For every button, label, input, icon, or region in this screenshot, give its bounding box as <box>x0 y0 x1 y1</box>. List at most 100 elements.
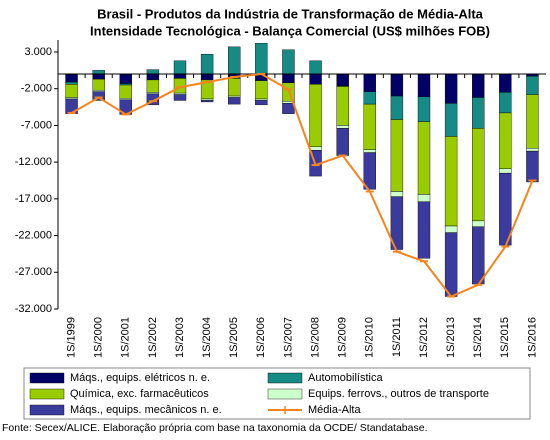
x-tick-label: 1S/2001 <box>120 317 132 358</box>
bar-segment <box>255 98 268 101</box>
legend-swatch <box>29 404 65 416</box>
bar-segment <box>444 73 458 104</box>
x-tick-label: 1S/2013 <box>445 317 457 358</box>
y-tick-label: -7.000 <box>21 119 52 131</box>
chart-title: Intensidade Tecnológica - Balança Comerc… <box>90 23 490 38</box>
bar-segment <box>92 70 105 75</box>
bar-segment <box>336 125 349 129</box>
x-tick-label: 1S/1999 <box>65 317 77 358</box>
bar-segment <box>146 73 160 81</box>
bar-segment <box>363 103 376 150</box>
bar-segment <box>526 94 539 149</box>
x-tick-label: 1S/2000 <box>93 317 105 358</box>
legend-label: Automobilística <box>308 372 383 384</box>
bar-segment <box>472 128 485 222</box>
bar-segment <box>255 42 268 75</box>
bar-segment <box>200 100 214 103</box>
bar-segment <box>65 81 78 85</box>
x-tick-label: 1S/2015 <box>499 317 511 358</box>
bar-segment <box>417 96 431 122</box>
bar-segment <box>336 128 349 156</box>
y-tick-label: -32.000 <box>15 303 52 315</box>
bar-segment <box>282 103 295 114</box>
bar-segment <box>200 54 214 75</box>
bar-segment <box>282 73 295 84</box>
bar-segment <box>472 220 485 227</box>
y-tick-label: -2.000 <box>21 83 52 95</box>
legend-label: Equips. ferrovs., outros de transporte <box>308 388 489 400</box>
bar-segment <box>173 73 187 79</box>
bar-segment <box>173 60 187 75</box>
bar-segment <box>472 97 485 129</box>
bar-segment <box>417 201 431 259</box>
bar-segment <box>119 98 132 100</box>
y-tick-label: -22.000 <box>15 229 52 241</box>
legend-swatch <box>29 372 65 384</box>
bar-segment <box>255 80 268 100</box>
bar-segment <box>499 168 512 174</box>
y-tick-label: 3.000 <box>24 46 52 58</box>
bar-segment <box>444 136 458 227</box>
bar-segment <box>390 191 404 197</box>
legend-swatch <box>29 388 65 400</box>
bar-segment <box>390 119 404 192</box>
bar-segment <box>499 92 512 114</box>
legend-label: Química, exc. farmacêuticos <box>70 388 209 400</box>
bar-segment <box>228 97 241 105</box>
legend-swatch <box>267 388 303 400</box>
bar-segment <box>499 112 512 169</box>
source-note: Fonte: Secex/ALICE. Elaboração própria c… <box>2 422 428 434</box>
bar-segment <box>444 225 458 233</box>
bar-segment <box>363 149 376 153</box>
bar-segment <box>526 150 539 183</box>
x-tick-label: 1S/2004 <box>201 317 213 358</box>
bar-segment <box>92 89 105 92</box>
bar-segment <box>417 73 431 97</box>
bar-segment <box>228 95 241 98</box>
bar-segment <box>309 73 322 85</box>
bar-segment <box>309 60 322 75</box>
bar-segment <box>363 91 376 105</box>
bar-segment <box>309 84 322 147</box>
bar-segment <box>173 94 187 101</box>
bar-segment <box>92 91 105 101</box>
bar-segment <box>309 146 322 151</box>
legend-box <box>23 367 531 420</box>
y-tick-label: -27.000 <box>15 266 52 278</box>
x-tick-label: 1S/2006 <box>255 317 267 358</box>
legend-label: Média-Alta <box>308 404 361 416</box>
legend-swatch <box>267 372 303 384</box>
bar-segment <box>119 84 132 99</box>
bar-segment <box>390 95 404 120</box>
x-tick-label: 1S/2016 <box>526 317 538 358</box>
x-tick-label: 1S/2007 <box>282 317 294 358</box>
bar-segment <box>417 121 431 195</box>
bar-segment <box>499 73 512 93</box>
chart-title: Brasil - Produtos da Indústria de Transf… <box>97 6 484 21</box>
legend-label: Máqs., equips. mecânicos n. e. <box>70 404 222 416</box>
bar-segment <box>417 194 431 202</box>
bar-segment <box>146 79 160 93</box>
bar-segment <box>336 86 349 126</box>
y-tick-label: -12.000 <box>15 156 52 168</box>
x-tick-label: 1S/2008 <box>309 317 321 358</box>
bar-segment <box>472 73 485 98</box>
bar-segment <box>363 152 376 190</box>
bar-segment <box>444 103 458 137</box>
bar-segment <box>526 147 539 152</box>
bar-segment <box>119 73 132 84</box>
x-tick-label: 1S/2010 <box>364 317 376 358</box>
y-tick-label: -17.000 <box>15 193 52 205</box>
x-tick-label: 1S/2005 <box>228 317 240 358</box>
bar-segment <box>173 92 187 95</box>
line-series <box>71 72 534 298</box>
x-tick-label: 1S/2003 <box>174 317 186 358</box>
bar-segment <box>526 76 539 95</box>
bar-segment <box>92 78 105 91</box>
bar-segment <box>444 232 458 297</box>
x-tick-label: 1S/2009 <box>337 317 349 358</box>
bar-segment <box>146 92 160 95</box>
bar-segment <box>255 100 268 106</box>
x-tick-label: 1S/2002 <box>147 317 159 358</box>
x-tick-label: 1S/2014 <box>472 317 484 358</box>
